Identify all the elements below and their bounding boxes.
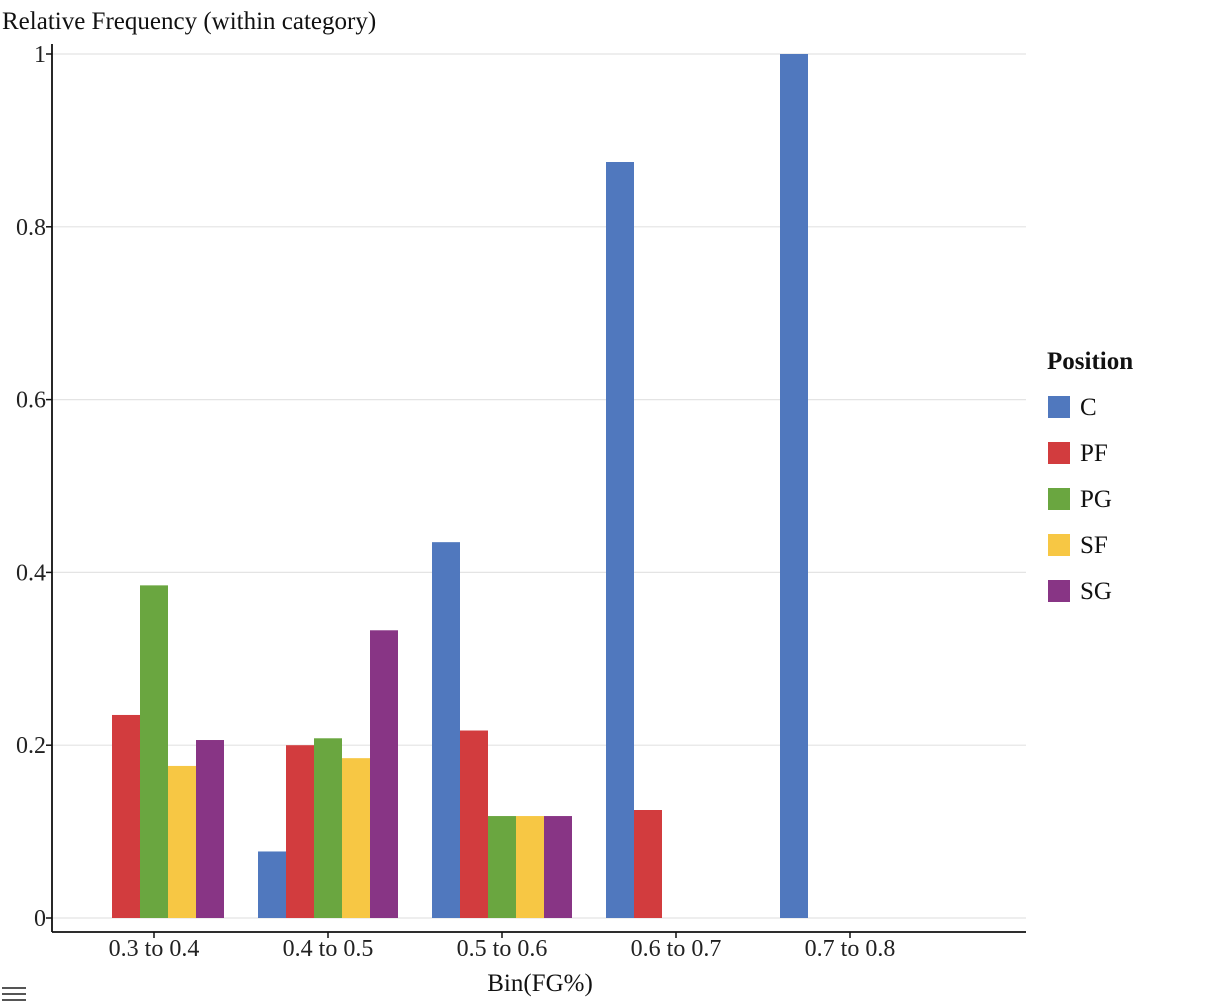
bar-sf-1 bbox=[168, 765, 196, 918]
y-tick-label: 0.4 bbox=[16, 560, 46, 586]
bar-c-2 bbox=[258, 851, 286, 918]
x-tick-label: 0.6 to 0.7 bbox=[631, 936, 722, 962]
legend-swatch-pg bbox=[1048, 488, 1070, 510]
bar-pg-1 bbox=[140, 585, 168, 918]
axes: 0 0.2 0.4 0.6 0.8 1 0.3 to 0.4 0.4 to 0.5 0.5 to… bbox=[16, 42, 1026, 962]
x-tick-label: 0.4 to 0.5 bbox=[283, 936, 374, 962]
x-axis-title: Bin(FG%) bbox=[487, 970, 593, 997]
bar-c-4 bbox=[606, 162, 634, 918]
bar-sg-1 bbox=[196, 740, 224, 918]
y-tick-label: 0.6 bbox=[16, 388, 46, 414]
bar-pf-1 bbox=[112, 714, 140, 918]
legend-label-pg: PG bbox=[1080, 486, 1112, 513]
bar-sf-3 bbox=[516, 816, 544, 918]
y-tick-label: 0.8 bbox=[16, 215, 46, 241]
bar-sg-3 bbox=[544, 816, 572, 918]
legend-swatch-sg bbox=[1048, 580, 1070, 602]
bar-c-3 bbox=[432, 542, 460, 918]
x-tick-label: 0.5 to 0.6 bbox=[457, 936, 548, 962]
bar-pf-2 bbox=[286, 745, 314, 918]
bar-pg-2 bbox=[314, 738, 342, 918]
x-tick-label: 0.3 to 0.4 bbox=[109, 936, 200, 962]
y-tick-label: 0.2 bbox=[16, 733, 46, 759]
legend-label-sg: SG bbox=[1080, 578, 1112, 605]
bars bbox=[112, 54, 808, 918]
bar-c-5 bbox=[780, 54, 808, 918]
y-tick-label: 1 bbox=[34, 42, 46, 68]
legend-label-sf: SF bbox=[1080, 532, 1108, 559]
legend-swatch-sf bbox=[1048, 534, 1070, 556]
y-tick-label: 0 bbox=[34, 906, 46, 932]
legend-title: Position bbox=[1047, 348, 1133, 375]
bar-pf-3 bbox=[460, 730, 488, 918]
bar-sf-2 bbox=[342, 758, 370, 918]
menu-icon[interactable] bbox=[2, 987, 26, 1003]
legend-swatch-pf bbox=[1048, 442, 1070, 464]
y-axis-title: Relative Frequency (within category) bbox=[2, 8, 376, 35]
bar-pf-4 bbox=[634, 810, 662, 918]
x-tick-label: 0.7 to 0.8 bbox=[805, 936, 896, 962]
legend-label-pf: PF bbox=[1080, 440, 1108, 467]
legend-label-c: C bbox=[1080, 394, 1097, 421]
legend: Position C PF PG SF SG bbox=[1047, 348, 1133, 605]
bar-sg-2 bbox=[370, 630, 398, 918]
legend-swatch-c bbox=[1048, 396, 1070, 418]
bar-pg-3 bbox=[488, 816, 516, 918]
